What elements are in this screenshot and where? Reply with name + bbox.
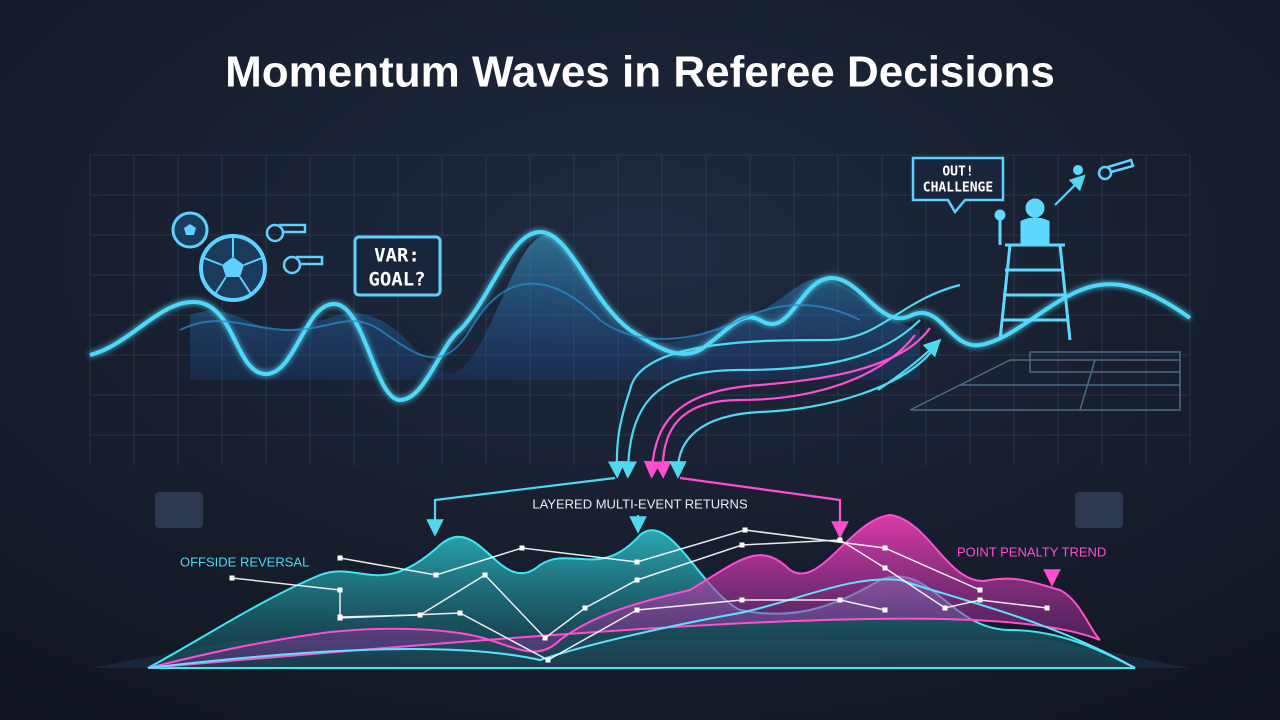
soccer-ball-large: [199, 234, 267, 302]
trend-point: [882, 565, 888, 571]
trend-point: [942, 605, 948, 611]
trend-point: [634, 577, 640, 583]
trend-point: [337, 615, 343, 621]
trend-point: [482, 572, 488, 578]
trend-point: [519, 545, 525, 551]
trend-point: [337, 587, 343, 593]
annotation: POINT PENALTY TREND: [957, 544, 1106, 559]
trend-point: [742, 527, 748, 533]
trend-point: [545, 657, 551, 663]
var-screen: [353, 235, 442, 297]
var-text: GOAL?: [368, 269, 425, 291]
annotation: OFFSIDE REVERSAL: [180, 554, 309, 569]
grid: [89, 154, 1191, 465]
trend-point: [433, 572, 439, 578]
trend-point: [229, 575, 235, 581]
soccer-ball-small: [171, 211, 209, 249]
trend-point: [634, 607, 640, 613]
trend-point: [739, 542, 745, 548]
wave-line-shadow: [179, 282, 861, 359]
trend-point: [417, 612, 423, 618]
teal-line: [147, 578, 1136, 669]
trend-points: [229, 527, 1050, 663]
trend-point: [977, 587, 983, 593]
trend-point: [837, 537, 843, 543]
whistle: [265, 223, 307, 243]
var-text: VAR:: [374, 245, 420, 267]
trend-point: [882, 607, 888, 613]
arrow: [1054, 174, 1086, 206]
trend-point: [337, 555, 343, 561]
trend-point: [837, 597, 843, 603]
wave-line: [89, 229, 1192, 403]
trend-point: [542, 635, 548, 641]
umpire-chair: [994, 198, 1072, 341]
trend-point: [634, 559, 640, 565]
title: Momentum Waves in Referee Decisions: [225, 48, 1055, 97]
trend-point: [457, 610, 463, 616]
whistle: [1097, 158, 1135, 181]
speech-bubble: [911, 156, 1005, 215]
annotation: LAYERED MULTI-EVENT RETURNS: [532, 496, 748, 511]
trend-point: [582, 605, 588, 611]
trend-point: [977, 597, 983, 603]
trend-point: [1044, 605, 1050, 611]
tennis-court: [909, 351, 1181, 411]
bubble-text: CHALLENGE: [923, 181, 993, 196]
trend-point: [739, 597, 745, 603]
trend-point: [882, 545, 888, 551]
bubble-text: OUT!: [942, 165, 973, 180]
whistle: [282, 255, 324, 275]
flow-arrows: [426, 283, 1061, 587]
stadium-light: [155, 492, 1123, 528]
tennis-ball: [1073, 165, 1083, 175]
